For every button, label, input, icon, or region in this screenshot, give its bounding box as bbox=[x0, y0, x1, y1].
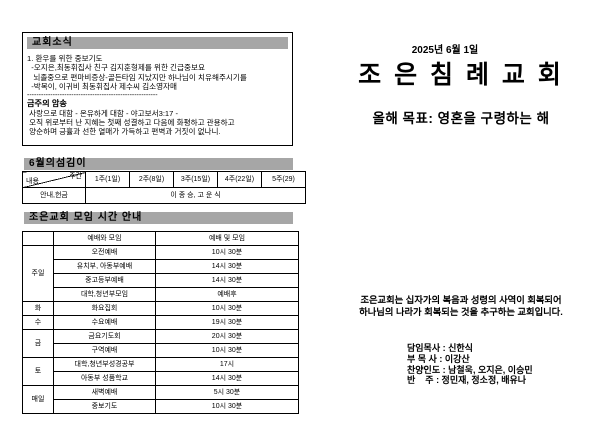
corner-week-label: 주간 bbox=[69, 173, 82, 180]
staff-list: 담임목사 : 신한식 부 목 사 : 이강산 찬양인도 : 남철욱, 오지은, … bbox=[407, 343, 533, 386]
schedule-row: 수 수요예배 19시 30분 bbox=[22, 315, 299, 330]
week-header: 1주(1일) bbox=[85, 171, 130, 188]
june-servants-title: 6월의섬김이 bbox=[24, 158, 293, 170]
meeting-cell: 유치부, 아동부예배 bbox=[53, 259, 156, 274]
meeting-cell: 수요예배 bbox=[53, 315, 156, 330]
time-cell: 19시 30분 bbox=[155, 315, 299, 330]
schedule-row: 구역예배 10시 30분 bbox=[23, 343, 299, 358]
schedule-row: 아동부 성품학교 14시 30분 bbox=[23, 371, 299, 386]
day-cell: 수 bbox=[22, 315, 54, 330]
staff-line-senior-pastor: 담임목사 : 신한식 bbox=[407, 343, 473, 353]
day-cell: 금 bbox=[22, 329, 54, 358]
servants-header-row: 주간 내용 1주(1일) 2주(8일) 3주(15일) 4주(22일) 5주(2… bbox=[22, 171, 306, 188]
day-cell: 매일 bbox=[22, 385, 54, 414]
day-cell: 화 bbox=[22, 301, 54, 316]
staff-line-accompanists: 반 주 : 정민재, 정소정, 배유나 bbox=[407, 375, 527, 386]
schedule-row: 토 대학,청년부성경공부 17시 bbox=[22, 357, 299, 386]
year-goal: 올해 목표: 영혼을 구령하는 해 bbox=[372, 111, 550, 126]
schedule-row: 매일 새벽예배 5시 30분 bbox=[22, 385, 299, 414]
schedule-row: 대학,청년부모임 예배후 bbox=[23, 287, 299, 302]
corner-cell: 주간 내용 bbox=[22, 171, 86, 188]
time-cell: 예배후 bbox=[155, 287, 299, 302]
meeting-schedule-title: 조은교회 모임 시간 안내 bbox=[24, 212, 293, 224]
schedule-row: 중보기도 10시 30분 bbox=[23, 399, 299, 414]
separator-dashes: ----------------------------------------… bbox=[27, 91, 158, 99]
schedule-header-row: 예배와 모임 예배 및 모임 bbox=[22, 231, 299, 246]
verse-line: 오직 위로부터 난 지혜는 첫째 성결하고 다음에 화평하고 관용하고 bbox=[27, 118, 235, 128]
meeting-cell: 중보기도 bbox=[53, 399, 156, 414]
time-cell: 14시 30분 bbox=[155, 371, 299, 386]
news-line: -박복이, 이귀비 최동휘집사 제수씨 김소영자매 bbox=[27, 82, 178, 92]
verse-line: 사랑으로 대함 - 온유하게 대함 - 야고보서3:17 - bbox=[27, 108, 179, 118]
meeting-cell: 오전예배 bbox=[53, 245, 156, 260]
time-cell: 14시 30분 bbox=[155, 259, 299, 274]
verse-line: 양순하며 긍휼과 선한 열매가 가득하고 편벽과 거짓이 없나니. bbox=[27, 127, 221, 137]
mission-line: 하나님의 나라가 회복되는 것을 추구하는 교회입니다. bbox=[359, 307, 563, 317]
meeting-cell: 새벽예배 bbox=[53, 385, 156, 400]
schedule-row: 화 화요집회 10시 30분 bbox=[22, 301, 299, 316]
day-cell: 토 bbox=[22, 357, 54, 386]
time-cell: 10시 30분 bbox=[155, 245, 299, 260]
meeting-cell: 대학,청년부성경공부 bbox=[53, 357, 156, 372]
meeting-cell: 아동부 성품학교 bbox=[53, 371, 156, 386]
church-news-box: 교회소식 1. 환우를 위한 중보기도 -오지은,최동휘집사 친구 김지훈형제를… bbox=[22, 32, 293, 146]
meeting-cell: 대학,청년부모임 bbox=[53, 287, 156, 302]
time-cell: 5시 30분 bbox=[155, 385, 299, 400]
schedule-row: 금 금요기도회 20시 30분 bbox=[22, 329, 299, 358]
schedule-row: 유치부, 아동부예배 14시 30분 bbox=[23, 259, 299, 274]
mission-statement: 조은교회는 십자가의 복음과 성령의 사역이 회복되어 하나님의 나라가 회복되… bbox=[322, 294, 600, 318]
staff-line-assistant-pastor: 부 목 사 : 이강산 bbox=[407, 353, 470, 364]
week-header: 3주(15일) bbox=[173, 171, 218, 188]
mission-line: 조은교회는 십자가의 복음과 성령의 사역이 회복되어 bbox=[360, 295, 562, 305]
news-line: 1. 환우를 위한 중보기도 bbox=[27, 54, 103, 63]
meeting-schedule-table: 예배와 모임 예배 및 모임 주일 오전예배 10시 30분 유치부, 아동부예… bbox=[22, 231, 299, 414]
time-cell: 10시 30분 bbox=[155, 399, 299, 414]
week-header: 2주(8일) bbox=[129, 171, 174, 188]
church-news-body: 1. 환우를 위한 중보기도 -오지은,최동휘집사 친구 김지훈형제를 위한 긴… bbox=[23, 52, 292, 137]
servants-value-row: 안내,헌금 이 종 승, 고 운 식 bbox=[22, 187, 306, 204]
meeting-cell: 구역예배 bbox=[53, 343, 156, 358]
news-line: 뇌졸중으로 편마비증상-골든타임 지났지만 하나님이 치유해주시기를 bbox=[27, 72, 247, 82]
church-name-title: 조 은 침 례 교 회 bbox=[358, 61, 564, 89]
meeting-cell: 화요집회 bbox=[53, 301, 156, 316]
church-news-title: 교회소식 bbox=[27, 37, 288, 49]
time-header: 예배 및 모임 bbox=[155, 231, 299, 246]
news-line: -오지은,최동휘집사 친구 김지훈형제를 위한 긴급중보요 bbox=[27, 63, 205, 73]
june-servants-table: 주간 내용 1주(1일) 2주(8일) 3주(15일) 4주(22일) 5주(2… bbox=[22, 171, 306, 204]
meeting-cell: 중고등부예배 bbox=[53, 273, 156, 288]
day-cell: 주일 bbox=[22, 245, 54, 302]
time-cell: 17시 bbox=[155, 357, 299, 372]
week-header: 5주(29) bbox=[261, 171, 306, 188]
servants-row-label: 안내,헌금 bbox=[22, 187, 86, 204]
servants-names: 이 종 승, 고 운 식 bbox=[85, 187, 306, 204]
meeting-header: 예배와 모임 bbox=[53, 231, 156, 246]
schedule-row: 중고등부예배 14시 30분 bbox=[23, 273, 299, 288]
schedule-row: 주일 오전예배 10시 30분 bbox=[22, 245, 299, 302]
day-header-blank bbox=[22, 231, 54, 246]
issue-date: 2025년 6월 1일 bbox=[411, 45, 479, 56]
corner-content-label: 내용 bbox=[26, 178, 39, 185]
time-cell: 14시 30분 bbox=[155, 273, 299, 288]
week-header: 4주(22일) bbox=[217, 171, 262, 188]
time-cell: 10시 30분 bbox=[155, 343, 299, 358]
time-cell: 10시 30분 bbox=[155, 301, 299, 316]
meeting-cell: 금요기도회 bbox=[53, 329, 156, 344]
weekly-verse-title: 금주의 암송 bbox=[27, 98, 67, 108]
time-cell: 20시 30분 bbox=[155, 329, 299, 344]
staff-line-worship-leaders: 찬양인도 : 남철욱, 오지은, 이승민 bbox=[407, 364, 533, 375]
